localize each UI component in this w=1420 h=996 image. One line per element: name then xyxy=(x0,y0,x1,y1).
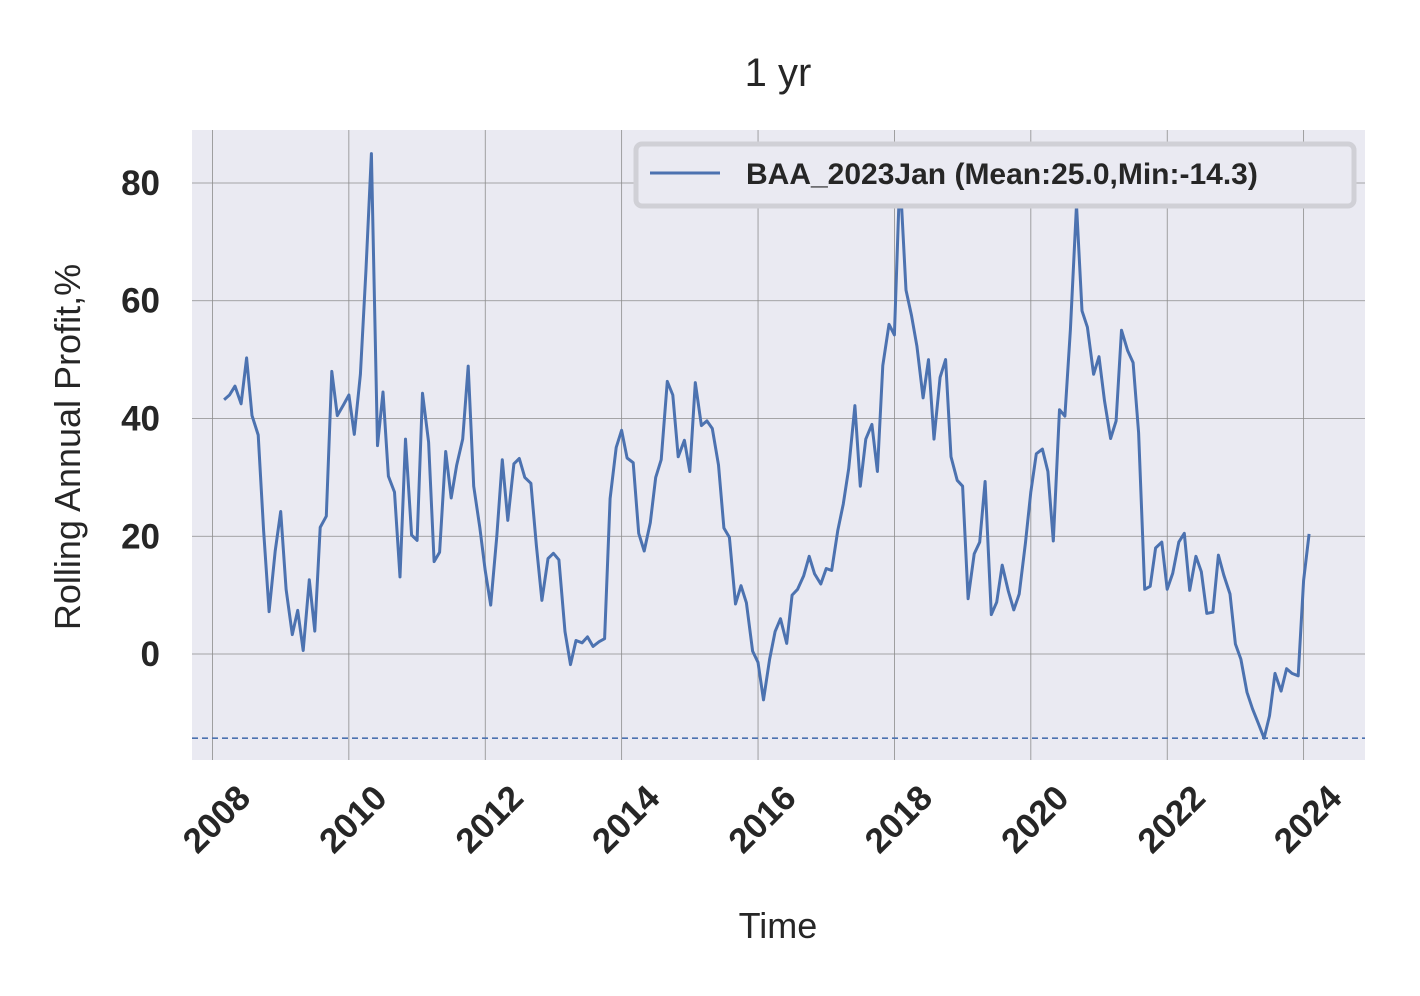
x-axis-label: Time xyxy=(739,905,818,946)
series-line xyxy=(223,152,1311,740)
x-tick-label: 2008 xyxy=(175,778,258,861)
legend-box xyxy=(633,141,1357,209)
x-tick-label: 2016 xyxy=(721,778,804,861)
x-axis-ticks: 2008 2010 2012 2014 2016 2018 2020 2022 2024 xyxy=(175,778,1349,861)
x-tick-label: 2024 xyxy=(1267,778,1350,861)
data-points xyxy=(224,153,1310,739)
x-tick-label: 2014 xyxy=(585,778,668,861)
x-tick-label: 2022 xyxy=(1130,778,1213,861)
grid-lines xyxy=(192,130,1365,760)
y-tick-label: 40 xyxy=(121,400,160,439)
legend-label: BAA_2023Jan (Mean:25.0,Min:-14.3) xyxy=(746,158,1258,191)
y-tick-label: 60 xyxy=(121,282,160,321)
y-tick-label: 20 xyxy=(121,517,160,556)
y-tick-label: 0 xyxy=(141,635,160,674)
x-tick-label: 2010 xyxy=(312,778,395,861)
x-tick-label: 2012 xyxy=(448,778,531,861)
y-axis-label: Rolling Annual Profit,% xyxy=(47,264,88,630)
x-tick-label: 2018 xyxy=(857,778,940,861)
legend: BAA_2023Jan (Mean:25.0,Min:-14.3) xyxy=(633,141,1357,209)
y-tick-label: 80 xyxy=(121,164,160,203)
x-tick-label: 2020 xyxy=(994,778,1077,861)
chart-title: 1 yr xyxy=(745,51,812,95)
y-axis-ticks: 0 20 40 60 80 xyxy=(121,164,160,674)
